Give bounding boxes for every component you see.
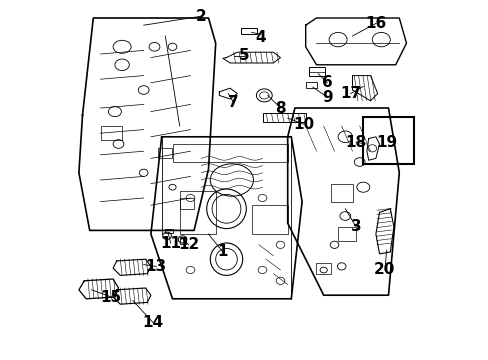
Text: 9: 9 (321, 90, 332, 105)
Bar (337, 227, 355, 241)
Text: 20: 20 (373, 262, 395, 278)
Bar (180, 237, 186, 244)
Bar (179, 198, 194, 209)
Bar (251, 205, 287, 234)
Bar (305, 82, 316, 88)
Bar (172, 144, 287, 162)
Bar (309, 67, 325, 76)
Bar (241, 28, 257, 34)
Text: 12: 12 (178, 237, 199, 252)
Bar (316, 263, 330, 274)
Text: 5: 5 (239, 48, 249, 63)
Text: 2: 2 (196, 9, 206, 24)
Text: 14: 14 (142, 315, 163, 330)
Bar (101, 126, 122, 140)
Text: 13: 13 (145, 259, 166, 274)
Bar (363, 117, 413, 164)
Text: 10: 10 (293, 117, 314, 132)
Text: 4: 4 (255, 30, 265, 45)
Text: 8: 8 (275, 100, 285, 116)
Text: 11: 11 (160, 235, 181, 251)
Bar (158, 148, 172, 158)
Text: 16: 16 (365, 16, 386, 31)
Text: 3: 3 (350, 219, 361, 234)
Text: 17: 17 (340, 86, 361, 101)
Bar (262, 113, 305, 122)
Bar (179, 191, 215, 234)
Text: 15: 15 (101, 289, 122, 305)
Bar (330, 184, 352, 202)
Text: 7: 7 (228, 95, 239, 110)
Text: 6: 6 (321, 75, 332, 90)
Text: 19: 19 (375, 135, 396, 150)
Bar (165, 229, 172, 233)
Text: 18: 18 (345, 135, 366, 150)
Text: 1: 1 (217, 244, 228, 260)
